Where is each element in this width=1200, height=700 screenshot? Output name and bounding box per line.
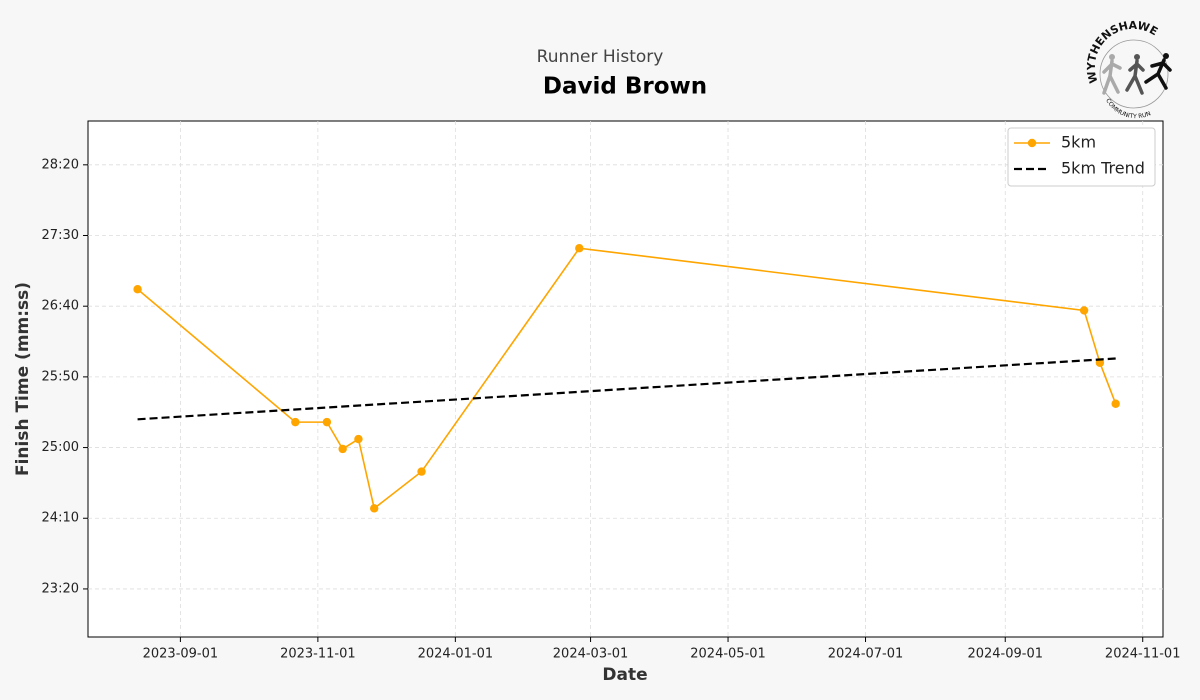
x-tick-label: 2024-11-01: [1105, 647, 1181, 662]
data-point: [133, 285, 142, 294]
data-point: [1111, 399, 1120, 408]
logo: WYTHENSHAWE COMMUNITY RUN: [1085, 19, 1172, 120]
y-tick-label: 24:10: [42, 511, 79, 526]
x-tick-label: 2023-11-01: [280, 647, 356, 662]
chart-subtitle: David Brown: [543, 74, 707, 100]
logo-text: WYTHENSHAWE: [1085, 19, 1160, 85]
data-point: [575, 244, 584, 253]
legend: 5km 5km Trend: [1007, 127, 1156, 187]
logo-runner: [1125, 59, 1145, 95]
y-tick-label: 23:20: [42, 581, 79, 596]
data-point: [1079, 306, 1089, 315]
data-point: [417, 467, 426, 476]
y-tick-label: 25:50: [42, 369, 79, 384]
logo-ring: [1099, 39, 1169, 109]
x-tick-label: 2024-01-01: [418, 647, 494, 662]
legend-label: 5km Trend: [1061, 159, 1145, 178]
y-axis-label: Finish Time (mm:ss): [13, 282, 33, 476]
x-tick-label: 2024-03-01: [553, 647, 629, 662]
y-tick-label: 25:00: [42, 440, 79, 455]
y-tick-label: 26:40: [42, 299, 79, 314]
y-tick-label: 28:20: [42, 157, 79, 172]
data-point: [354, 434, 363, 444]
data-point: [370, 504, 379, 513]
data-point: [291, 417, 300, 427]
data-point: [322, 417, 332, 427]
legend-marker: [1027, 138, 1037, 148]
chart-title: Runner History: [537, 47, 664, 67]
y-tick-label: 27:30: [42, 228, 79, 243]
x-tick-label: 2024-05-01: [690, 647, 766, 662]
logo-runner: [1144, 58, 1172, 90]
x-axis-label: Date: [602, 665, 647, 685]
legend-label: 5km: [1061, 133, 1096, 152]
plot-area: [87, 120, 1164, 638]
logo-runner: [1102, 59, 1122, 95]
x-tick-label: 2024-09-01: [967, 647, 1043, 662]
series-line: [137, 357, 1116, 421]
logo-bottom: COMMUNITY RUN: [1104, 97, 1152, 120]
x-tick-label: 2023-09-01: [143, 647, 219, 662]
grid: [88, 121, 1163, 637]
x-tick-label: 2024-07-01: [828, 647, 904, 662]
logo-text: COMMUNITY RUN: [1104, 97, 1152, 120]
data-point: [338, 444, 347, 454]
logo-top: WYTHENSHAWE: [1085, 19, 1160, 85]
